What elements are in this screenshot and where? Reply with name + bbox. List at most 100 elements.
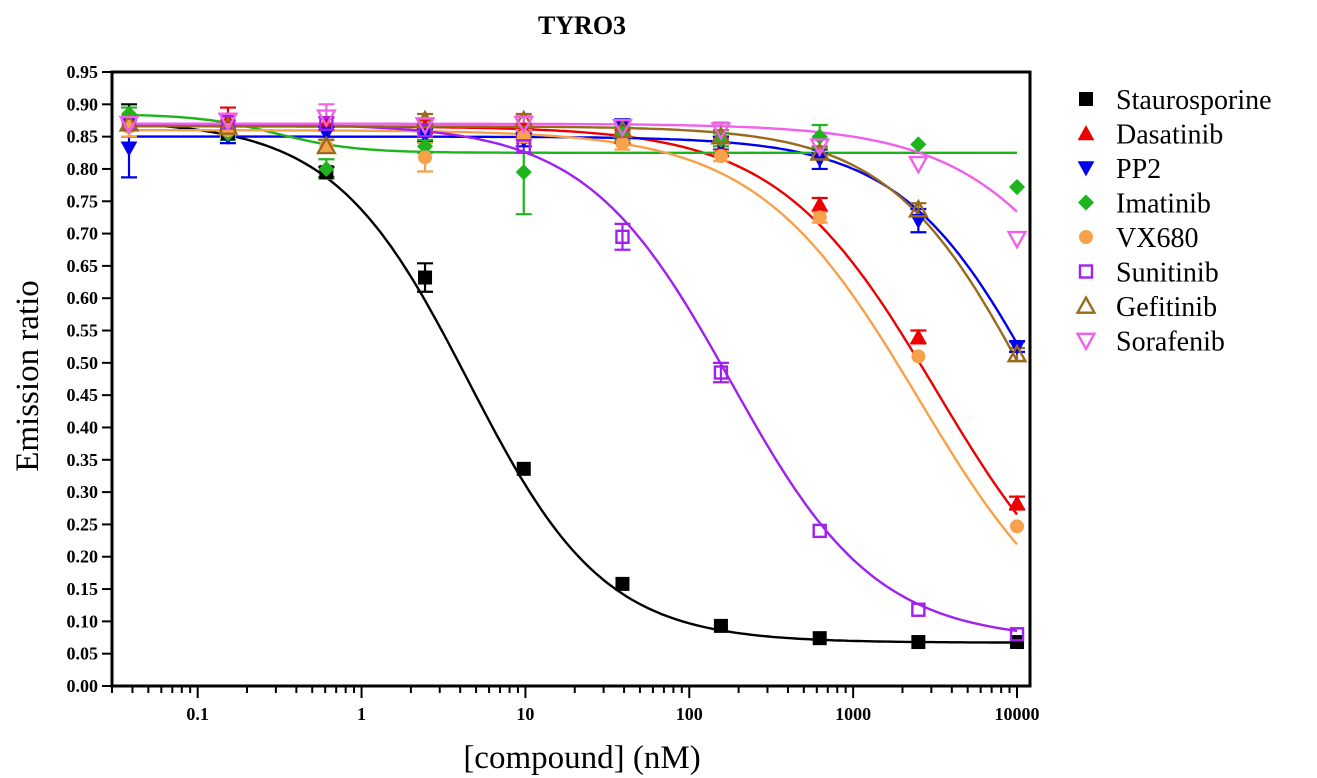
y-tick-label: 0.05: [67, 644, 99, 664]
point-marker: [1075, 295, 1097, 314]
x-axis-ticks: 0.1 1 10 100 1000 10000: [111, 686, 1040, 724]
point-marker: [713, 149, 728, 164]
point-marker: [710, 122, 732, 142]
point-marker: [513, 115, 535, 135]
point-marker: [1077, 125, 1095, 141]
point-marker: [809, 138, 831, 158]
point-marker: [1009, 627, 1025, 642]
point-marker: [414, 117, 436, 136]
y-tick-label: 0.90: [67, 94, 99, 114]
point-marker: [515, 164, 532, 181]
fit-curve: [129, 125, 1019, 362]
point-marker: [907, 198, 929, 218]
point-marker: [713, 618, 728, 633]
y-tick-label: 0.30: [67, 482, 99, 502]
x-tick-label: 1000: [835, 704, 871, 724]
point-marker: [812, 210, 827, 225]
point-marker: [615, 229, 630, 245]
legend-label: Staurosporine: [1116, 85, 1272, 116]
point-marker: [414, 109, 436, 129]
x-tick-label: 100: [676, 704, 703, 724]
point-marker: [1010, 635, 1025, 650]
point-marker: [615, 136, 630, 151]
point-marker: [417, 122, 433, 138]
point-marker: [1010, 519, 1025, 534]
point-marker: [1006, 230, 1028, 250]
y-tick-label: 0.15: [67, 579, 99, 599]
x-tick-label: 10: [516, 704, 534, 724]
fit-curve: [129, 128, 1018, 546]
fit-curve: [128, 122, 1017, 644]
fit-curve: [129, 122, 1018, 213]
y-tick-label: 0.80: [67, 159, 99, 179]
point-marker: [118, 115, 140, 135]
y-tick-label: 0.35: [67, 450, 99, 470]
point-marker: [809, 141, 831, 161]
point-marker: [1077, 161, 1095, 177]
y-tick-label: 0.20: [67, 547, 99, 567]
y-axis-label: Emission ratio: [10, 280, 46, 472]
plot-frame: [110, 70, 1032, 688]
point-marker: [910, 136, 927, 153]
point-marker: [418, 270, 433, 285]
fit-curve: [128, 113, 1017, 155]
point-marker: [907, 155, 929, 175]
point-marker: [911, 635, 926, 650]
y-tick-label: 0.50: [67, 353, 99, 373]
point-marker: [1075, 332, 1097, 352]
legend-label: Gefitinib: [1116, 292, 1217, 323]
point-marker: [911, 349, 926, 364]
point-marker: [120, 141, 138, 157]
point-marker: [516, 461, 531, 476]
point-marker: [1079, 92, 1093, 106]
point-marker: [418, 150, 433, 165]
point-marker: [811, 196, 829, 212]
y-tick-label: 0.65: [67, 256, 99, 276]
point-marker: [812, 631, 827, 646]
error-bars: [121, 103, 1026, 511]
chart-title: TYRO3: [538, 11, 626, 40]
legend-label: PP2: [1116, 154, 1161, 185]
point-marker: [318, 160, 335, 177]
point-marker: [710, 125, 732, 145]
legend-label: Dasatinib: [1116, 120, 1223, 151]
y-tick-label: 0.00: [67, 676, 99, 696]
point-marker: [416, 138, 434, 155]
point-marker: [615, 576, 630, 591]
y-tick-label: 0.95: [67, 62, 99, 82]
point-marker: [317, 115, 335, 131]
point-marker: [1079, 230, 1093, 244]
point-marker: [217, 112, 239, 132]
y-tick-label: 0.25: [67, 514, 99, 534]
point-marker: [217, 116, 239, 135]
y-tick-label: 0.85: [67, 127, 99, 147]
y-tick-label: 0.75: [67, 191, 99, 211]
y-tick-label: 0.70: [67, 224, 99, 244]
point-marker: [713, 365, 729, 380]
point-marker: [315, 109, 337, 129]
y-tick-label: 0.45: [67, 385, 99, 405]
x-tick-label: 10000: [995, 704, 1040, 724]
x-tick-label: 0.1: [186, 704, 209, 724]
point-marker: [319, 116, 334, 131]
legend-label: VX680: [1116, 223, 1198, 254]
point-marker: [516, 139, 531, 154]
legend-label: Imatinib: [1116, 189, 1211, 220]
legend-label: Sorafenib: [1116, 327, 1225, 358]
y-tick-label: 0.10: [67, 611, 99, 631]
y-axis-ticks: 0.00 0.05 0.10 0.15 0.20 0.25 0.30 0.35 0.40 0.45…: [67, 62, 112, 696]
fit-curve: [129, 135, 1019, 345]
point-marker: [909, 328, 927, 344]
y-tick-label: 0.60: [67, 288, 99, 308]
legend-label: Sunitinib: [1116, 258, 1219, 289]
point-marker: [513, 109, 535, 129]
point-marker: [812, 523, 827, 539]
fit-curves: [128, 113, 1019, 644]
x-tick-label: 1: [357, 704, 366, 724]
point-marker: [1078, 264, 1094, 279]
point-marker: [315, 135, 337, 155]
y-tick-label: 0.40: [67, 417, 99, 437]
point-marker: [911, 602, 926, 617]
point-marker: [1008, 178, 1026, 196]
